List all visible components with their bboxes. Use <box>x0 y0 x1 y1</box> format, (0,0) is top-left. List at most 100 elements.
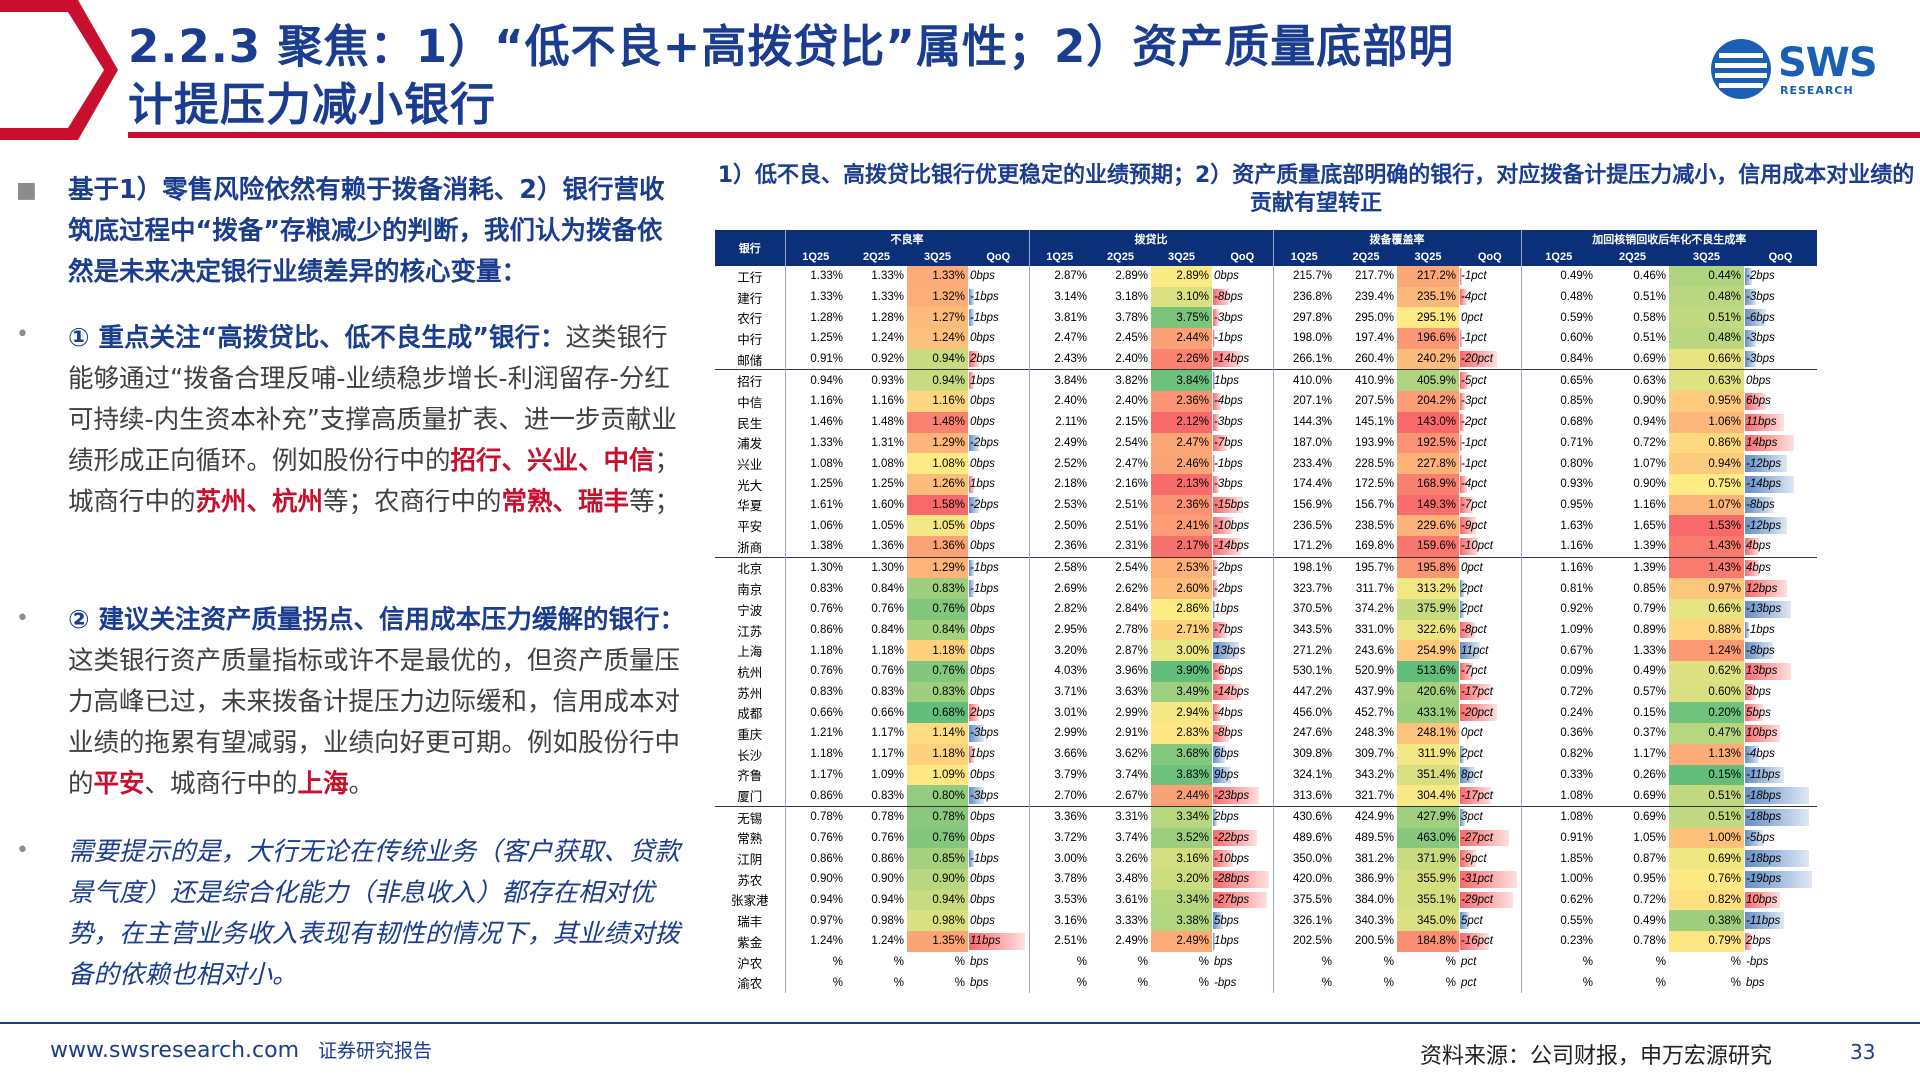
value-cell: 0.94% <box>1669 453 1744 474</box>
qoq-databar <box>1213 683 1241 701</box>
value-cell: 1.35% <box>907 931 968 952</box>
table-title: 1）低不良、高拨贷比银行优更稳定的业绩预期；2）资产质量底部明确的银行，对应拨备… <box>717 163 1915 216</box>
qoq-value: -7pct <box>1461 498 1487 511</box>
value-cell: 1.09% <box>1520 619 1596 641</box>
value-cell: 0.66% <box>784 702 846 724</box>
value-cell: 1.25% <box>784 328 846 349</box>
value-cell: 3.72% <box>1028 827 1090 849</box>
qoq-value: 14bps <box>1746 436 1778 449</box>
subheader-row: 1Q25 2Q25 3Q25 QoQ 1Q25 2Q25 3Q25 QoQ 1Q25 2Q25 3Q… <box>715 248 1817 266</box>
qoq-cell: -14bps <box>1212 536 1273 557</box>
qoq-value: -2bps <box>1746 270 1775 283</box>
value-cell: 0.49% <box>1633 665 1666 678</box>
qoq-cell: -2bps <box>1212 578 1273 599</box>
subheader-2q25: 2Q25 <box>1335 248 1397 266</box>
value-cell: 168.9% <box>1397 473 1459 495</box>
qoq-databar <box>969 745 975 763</box>
value-cell: 2.71% <box>1151 619 1212 641</box>
value-cell: 456.0% <box>1272 702 1335 724</box>
value-cell: 248.1% <box>1397 723 1459 744</box>
qoq-databar <box>1460 912 1470 929</box>
value-cell: 1.33% <box>871 291 904 304</box>
qoq-cell: -7bps <box>1212 433 1273 454</box>
value-cell: 2.40% <box>1115 353 1148 366</box>
qoq-cell: -17pct <box>1459 785 1521 806</box>
value-cell: 3.20% <box>1151 868 1212 890</box>
value-cell: 197.4% <box>1354 332 1394 345</box>
qoq-databar <box>1213 725 1229 742</box>
qoq-cell: 1bps <box>1212 599 1273 620</box>
footer-url[interactable]: www.swsresearch.com <box>50 1038 300 1063</box>
value-cell: 2.54% <box>1115 436 1148 449</box>
qoq-databar <box>969 704 980 722</box>
value-cell: 410.9% <box>1335 369 1397 392</box>
value-cell: 0.62% <box>1669 661 1744 682</box>
qoq-cell: 0bps <box>1744 369 1817 392</box>
text-fragment: 、城商行中的 <box>144 769 298 799</box>
bank-name-cell: 成都 <box>737 707 763 722</box>
qoq-cell: 1bps <box>1212 931 1273 952</box>
highlight-banks-5: 上海 <box>297 769 349 799</box>
header-divider <box>128 132 1920 138</box>
value-cell: 2.58% <box>1028 556 1090 579</box>
qoq-value: 5bps <box>1746 706 1771 719</box>
qoq-value: 2bps <box>1214 811 1239 824</box>
table-row: 江苏 0.86% 0.84% 0.84% 0bps 2.95% 2.78% 2.71% -7bp… <box>715 619 1817 641</box>
subheader-3q25: 3Q25 <box>1669 248 1744 266</box>
value-cell: 0.86% <box>871 852 904 865</box>
value-cell: 297.8% <box>1272 307 1335 329</box>
qoq-value: -23bps <box>1214 789 1250 802</box>
qoq-databar <box>1213 517 1233 534</box>
value-cell: 233.4% <box>1272 453 1335 474</box>
value-cell: 238.5% <box>1354 519 1394 532</box>
qoq-value: 1bps <box>970 374 995 387</box>
value-cell: 343.5% <box>1272 619 1335 641</box>
value-cell: 0.90% <box>1633 395 1666 408</box>
value-cell: 0.63% <box>1596 369 1669 392</box>
value-cell: 0.78% <box>784 805 846 828</box>
table-row: 农行 1.28% 1.28% 1.27% -1bps 3.81% 3.78% 3.75% -3b… <box>715 307 1817 329</box>
qoq-value: -1pct <box>1461 436 1487 449</box>
value-cell: 0.86% <box>784 785 846 807</box>
value-cell: 228.5% <box>1354 457 1394 470</box>
qoq-databar <box>1460 496 1473 514</box>
value-cell: % <box>1272 972 1335 994</box>
value-cell: 2.51% <box>1115 498 1148 511</box>
qoq-value: 10bps <box>1746 893 1778 906</box>
qoq-cell: -18bps <box>1744 805 1817 828</box>
qoq-databar <box>1213 621 1227 639</box>
qoq-cell: 4bps <box>1744 556 1817 579</box>
qoq-value: 6bps <box>1214 748 1239 761</box>
qoq-value: -8bps <box>1746 498 1775 511</box>
qoq-databar <box>1745 642 1774 660</box>
value-cell: 0.86% <box>1669 432 1744 454</box>
table-row: 瑞丰 0.97% 0.98% 0.98% 0bps 3.16% 3.33% 3.38% 5bps… <box>715 910 1817 931</box>
value-cell: 1.36% <box>871 540 904 553</box>
value-cell: 355.1% <box>1397 889 1459 911</box>
qoq-value: -3bps <box>1746 332 1775 345</box>
qoq-databar <box>1460 870 1517 888</box>
table-row: 建行 1.33% 1.33% 1.32% -1bps 3.14% 3.18% 3.10% -8b… <box>715 286 1817 308</box>
qoq-value: pct <box>1461 956 1477 969</box>
value-cell: 149.3% <box>1397 494 1459 516</box>
value-cell: 1.26% <box>907 473 968 495</box>
value-cell: 1.16% <box>1633 498 1666 511</box>
value-cell: 323.7% <box>1272 578 1335 599</box>
value-cell: 2.89% <box>1151 266 1212 287</box>
value-cell: 1.05% <box>907 515 968 536</box>
qoq-databar <box>1745 496 1774 514</box>
qoq-cell: -1pct <box>1459 266 1521 287</box>
bank-name-cell: 江阴 <box>737 853 763 868</box>
qoq-value: 0bps <box>970 603 995 616</box>
qoq-value: -11bps <box>1746 768 1781 781</box>
value-cell: 0.78% <box>1633 935 1666 948</box>
value-cell: 0.89% <box>1633 624 1666 637</box>
value-cell: 0.75% <box>1669 473 1744 495</box>
value-cell: 0.94% <box>1633 416 1666 429</box>
value-cell: 0.68% <box>1520 411 1596 433</box>
table-row: 平安 1.06% 1.05% 1.05% 0bps 2.50% 2.51% 2.41% -10b… <box>715 515 1817 536</box>
qoq-cell: -4bps <box>1212 391 1273 412</box>
value-cell: 207.1% <box>1272 391 1335 412</box>
value-cell: 236.8% <box>1272 286 1335 308</box>
value-cell: 1.32% <box>907 286 968 308</box>
